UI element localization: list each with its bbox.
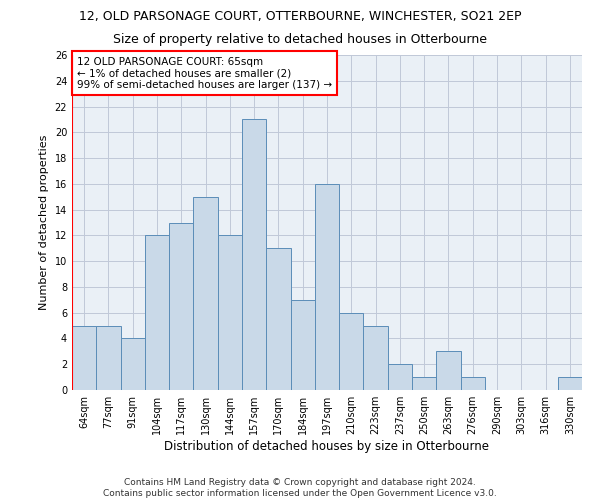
Bar (290, 300, 315, 390)
Bar (242, 120, 266, 390)
Bar (412, 377, 436, 390)
Bar (72, 326, 96, 390)
Bar (558, 377, 582, 390)
Bar (461, 377, 485, 390)
Text: Size of property relative to detached houses in Otterbourne: Size of property relative to detached ho… (113, 32, 487, 46)
Text: 12, OLD PARSONAGE COURT, OTTERBOURNE, WINCHESTER, SO21 2EP: 12, OLD PARSONAGE COURT, OTTERBOURNE, WI… (79, 10, 521, 23)
Bar (169, 222, 193, 390)
Bar (339, 312, 364, 390)
Bar (388, 364, 412, 390)
Bar (315, 184, 339, 390)
Bar (145, 236, 169, 390)
Bar (96, 326, 121, 390)
X-axis label: Distribution of detached houses by size in Otterbourne: Distribution of detached houses by size … (164, 440, 490, 453)
Bar (364, 326, 388, 390)
Text: Contains HM Land Registry data © Crown copyright and database right 2024.
Contai: Contains HM Land Registry data © Crown c… (103, 478, 497, 498)
Bar (193, 196, 218, 390)
Bar (121, 338, 145, 390)
Text: 12 OLD PARSONAGE COURT: 65sqm
← 1% of detached houses are smaller (2)
99% of sem: 12 OLD PARSONAGE COURT: 65sqm ← 1% of de… (77, 56, 332, 90)
Bar (266, 248, 290, 390)
Bar (436, 352, 461, 390)
Bar (218, 236, 242, 390)
Y-axis label: Number of detached properties: Number of detached properties (39, 135, 49, 310)
